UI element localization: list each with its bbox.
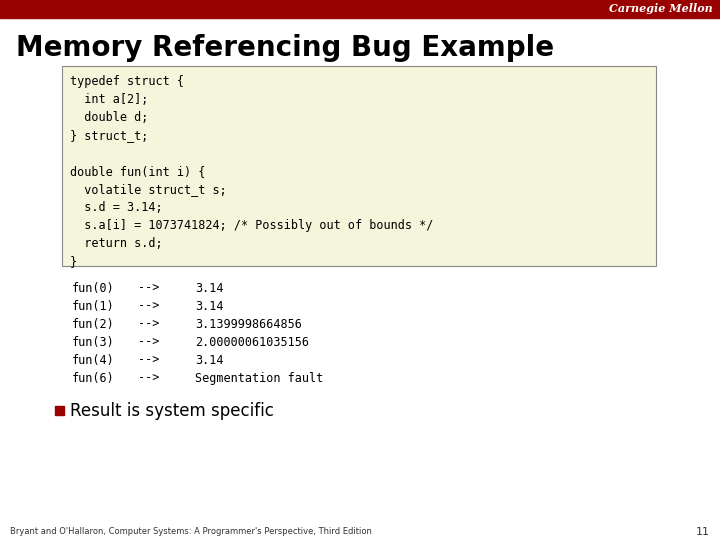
Text: fun(1): fun(1)	[72, 300, 114, 313]
Text: } struct_t;: } struct_t;	[70, 129, 148, 142]
Text: s.a[i] = 1073741824; /* Possibly out of bounds */: s.a[i] = 1073741824; /* Possibly out of …	[70, 219, 433, 232]
Text: fun(4): fun(4)	[72, 354, 114, 367]
Text: fun(0): fun(0)	[72, 282, 114, 295]
Bar	[62, 66, 656, 266]
Text: double fun(int i) {: double fun(int i) {	[70, 165, 205, 178]
Text: volatile struct_t s;: volatile struct_t s;	[70, 183, 227, 196]
Text: int a[2];: int a[2];	[70, 93, 148, 106]
Text: 3.14: 3.14	[195, 300, 223, 313]
Text: 2.00000061035156: 2.00000061035156	[195, 336, 309, 349]
Text: fun(2): fun(2)	[72, 318, 114, 331]
Text: }: }	[70, 255, 77, 268]
Bar	[0, 0, 720, 18]
Text: -->: -->	[138, 318, 159, 331]
Text: s.d = 3.14;: s.d = 3.14;	[70, 201, 163, 214]
Text: -->: -->	[138, 300, 159, 313]
Text: -->: -->	[138, 372, 159, 385]
Text: double d;: double d;	[70, 111, 148, 124]
Text: 11: 11	[696, 527, 710, 537]
Text: Bryant and O'Hallaron, Computer Systems: A Programmer's Perspective, Third Editi: Bryant and O'Hallaron, Computer Systems:…	[10, 528, 372, 537]
Text: -->: -->	[138, 282, 159, 295]
Text: Segmentation fault: Segmentation fault	[195, 372, 323, 385]
Bar	[55, 406, 64, 415]
Text: fun(6): fun(6)	[72, 372, 114, 385]
Text: 3.14: 3.14	[195, 354, 223, 367]
Text: return s.d;: return s.d;	[70, 237, 163, 250]
Text: -->: -->	[138, 336, 159, 349]
Text: -->: -->	[138, 354, 159, 367]
Text: fun(3): fun(3)	[72, 336, 114, 349]
Text: Result is system specific: Result is system specific	[70, 402, 274, 420]
Text: 3.14: 3.14	[195, 282, 223, 295]
Text: 3.1399998664856: 3.1399998664856	[195, 318, 302, 331]
Text: Carnegie Mellon: Carnegie Mellon	[609, 3, 713, 15]
Text: Memory Referencing Bug Example: Memory Referencing Bug Example	[16, 34, 554, 62]
Text: typedef struct {: typedef struct {	[70, 75, 184, 88]
